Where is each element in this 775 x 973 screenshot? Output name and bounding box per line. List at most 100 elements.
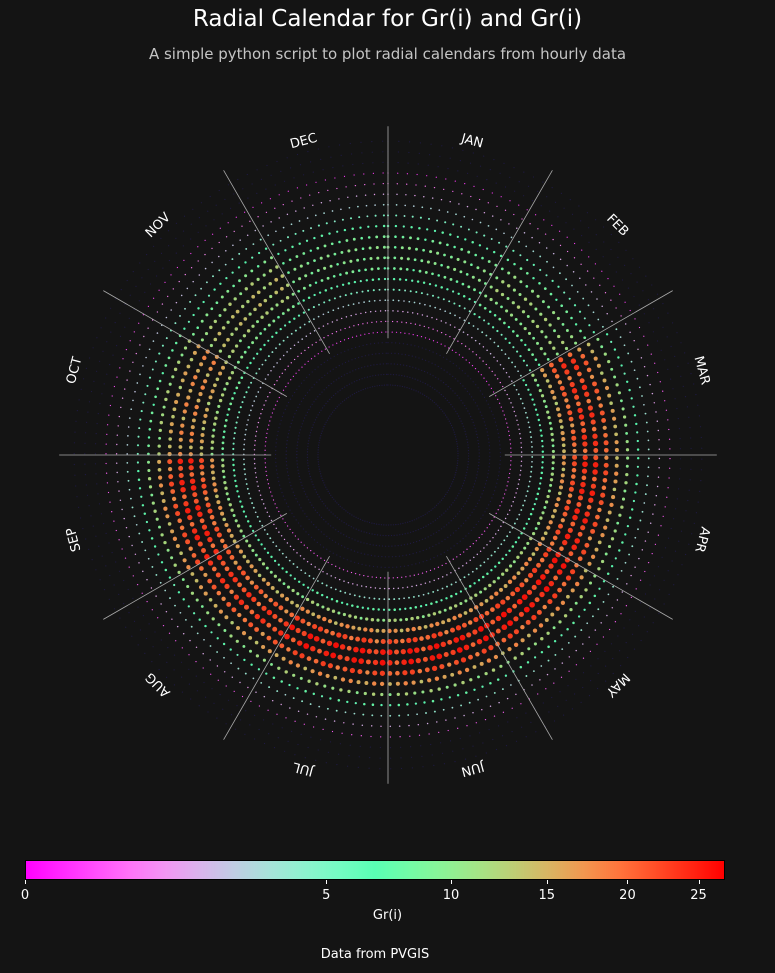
hourly-value-dot <box>593 277 595 279</box>
hourly-value-dot <box>490 607 495 612</box>
hourly-value-dot <box>630 360 633 363</box>
hourly-value-dot <box>282 203 284 206</box>
hourly-value-dot <box>323 266 327 270</box>
hourly-value-dot <box>330 287 333 290</box>
hourly-value-dot <box>552 395 557 400</box>
hourly-value-dot <box>479 165 482 167</box>
hourly-value-dot <box>336 187 338 190</box>
hourly-value-dot <box>626 380 629 383</box>
hourly-value-dot <box>171 618 173 620</box>
hourly-value-dot <box>536 609 542 615</box>
hourly-value-dot <box>272 243 275 246</box>
hourly-value-dot <box>511 731 513 733</box>
hourly-value-dot <box>218 241 220 244</box>
hourly-value-dot <box>581 249 583 251</box>
hourly-value-dot <box>461 370 463 372</box>
hourly-value-dot <box>519 254 522 257</box>
hourly-value-dot <box>291 588 295 593</box>
hourly-value-dot <box>173 367 178 372</box>
hourly-value-dot <box>120 289 122 291</box>
hourly-value-dot <box>656 420 659 422</box>
hourly-value-dot <box>182 494 187 500</box>
hourly-value-dot <box>293 344 296 346</box>
hourly-value-dot <box>101 393 103 395</box>
hourly-value-dot <box>190 252 192 255</box>
hourly-value-dot <box>276 362 278 364</box>
hourly-value-dot <box>320 660 326 667</box>
hourly-value-dot <box>455 469 457 471</box>
hourly-value-dot <box>147 327 149 329</box>
hourly-value-dot <box>354 572 357 575</box>
hourly-value-dot <box>280 299 285 304</box>
hourly-value-dot <box>110 307 112 309</box>
hourly-value-dot <box>306 496 308 498</box>
hourly-value-dot <box>238 252 241 255</box>
hourly-value-dot <box>471 218 474 221</box>
hourly-value-dot <box>455 438 457 440</box>
hourly-value-dot <box>450 627 455 633</box>
hourly-value-dot <box>284 670 288 674</box>
hourly-value-dot <box>542 399 546 403</box>
hourly-value-dot <box>571 435 577 441</box>
chart-title: Radial Calendar for Gr(i) and Gr(i) <box>192 6 583 32</box>
hourly-value-dot <box>307 296 311 299</box>
hourly-value-dot <box>269 537 272 540</box>
hourly-value-dot <box>522 379 525 382</box>
hourly-value-dot <box>471 570 474 573</box>
hourly-value-dot <box>353 280 357 284</box>
hourly-value-dot <box>405 554 407 556</box>
hourly-value-dot <box>598 500 604 506</box>
hourly-value-dot <box>371 692 376 696</box>
hourly-value-dot <box>657 317 660 319</box>
hourly-value-dot <box>483 155 485 157</box>
hourly-value-dot <box>349 142 351 145</box>
hourly-value-dot <box>416 280 420 283</box>
hourly-value-dot <box>680 530 683 532</box>
hourly-value-dot <box>287 365 289 367</box>
hourly-value-dot <box>594 547 599 552</box>
hourly-value-dot <box>347 349 349 351</box>
hourly-value-dot <box>302 286 306 290</box>
hourly-value-dot <box>415 247 418 251</box>
hourly-value-dot <box>233 690 235 693</box>
hourly-value-dot <box>557 491 562 496</box>
hourly-value-dot <box>358 756 360 758</box>
hourly-value-dot <box>544 500 549 504</box>
hourly-value-dot <box>296 457 298 459</box>
hourly-value-dot <box>130 497 132 500</box>
hourly-value-dot <box>461 508 463 510</box>
hourly-value-dot <box>280 286 284 291</box>
hourly-value-dot <box>375 353 377 355</box>
hourly-value-dot <box>499 664 503 668</box>
hourly-value-dot <box>559 244 562 247</box>
hourly-value-dot <box>279 358 282 360</box>
hourly-value-dot <box>317 458 319 461</box>
hourly-value-dot <box>491 370 493 373</box>
hourly-value-dot <box>158 379 162 383</box>
hourly-value-dot <box>194 294 197 297</box>
hourly-value-dot <box>290 379 292 381</box>
hourly-value-dot <box>395 524 397 526</box>
hourly-value-dot <box>330 242 334 246</box>
hourly-value-dot <box>175 237 177 239</box>
hourly-value-dot <box>419 392 421 394</box>
hourly-value-dot <box>137 478 141 481</box>
hourly-value-dot <box>449 200 451 203</box>
hourly-value-dot <box>355 636 361 642</box>
hourly-value-dot <box>287 474 289 477</box>
hourly-value-dot <box>436 353 438 355</box>
hourly-value-dot <box>463 480 465 482</box>
hourly-value-dot <box>135 285 137 287</box>
hourly-value-dot <box>561 391 567 397</box>
hourly-value-dot <box>180 378 185 383</box>
hourly-value-dot <box>391 331 393 333</box>
hourly-value-dot <box>564 398 569 403</box>
hourly-value-dot <box>393 638 399 644</box>
hourly-value-dot <box>136 444 140 447</box>
hourly-value-dot <box>579 595 583 599</box>
hourly-value-dot <box>158 483 164 488</box>
hourly-value-dot <box>332 167 334 169</box>
hourly-value-dot <box>322 325 325 327</box>
hourly-value-dot <box>680 458 682 460</box>
hourly-value-dot <box>551 449 555 453</box>
